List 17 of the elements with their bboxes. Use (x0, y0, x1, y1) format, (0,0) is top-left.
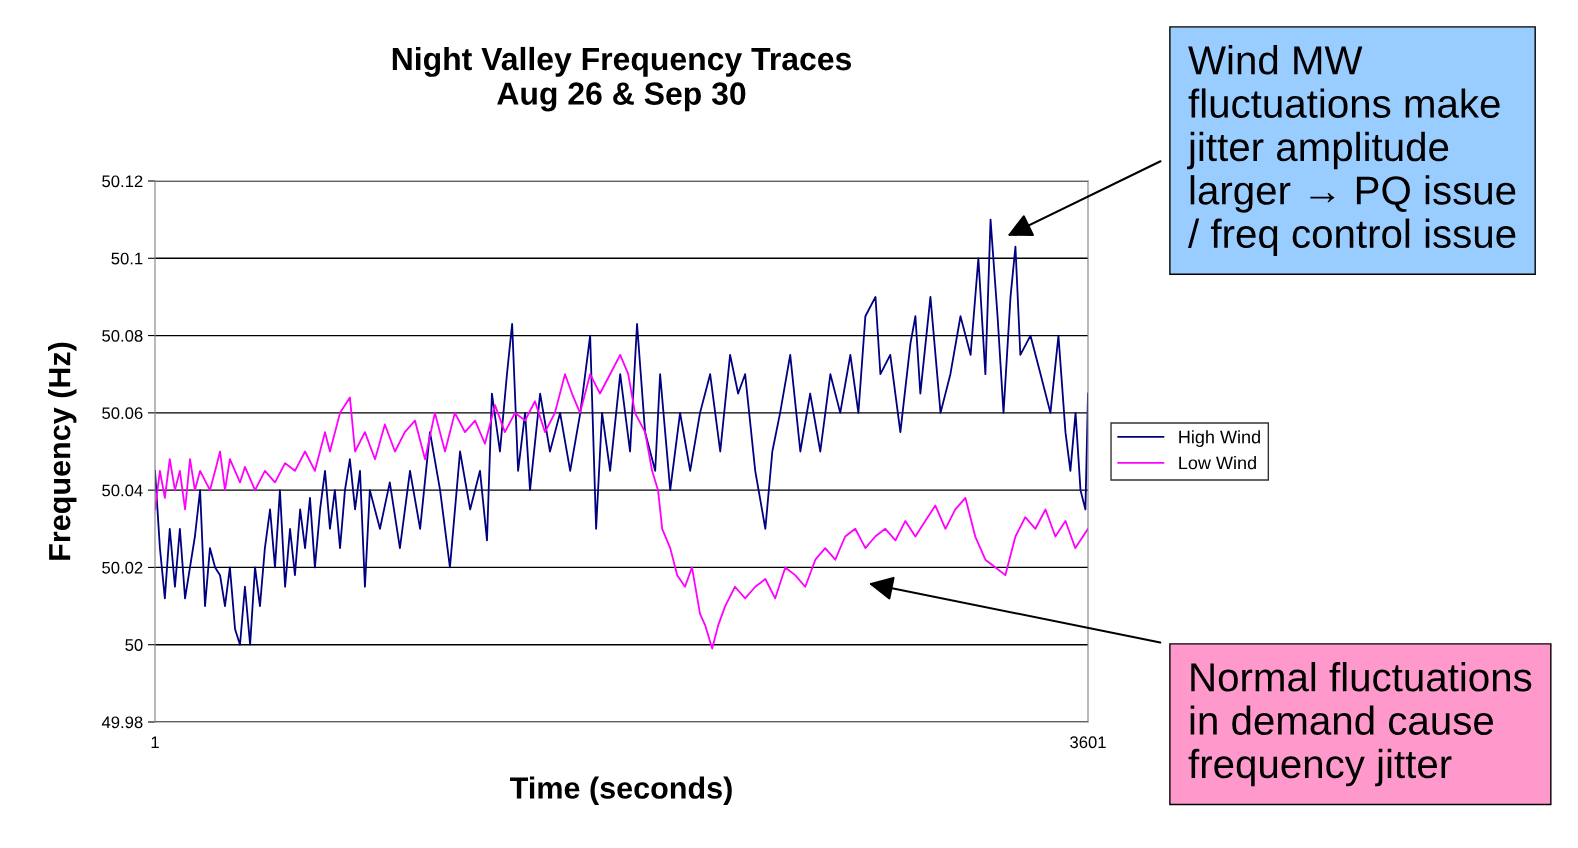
y-axis-title: Frequency (Hz) (48, 342, 77, 560)
x-axis-title: Time (seconds) (510, 776, 732, 805)
y-tick-label: 50.02 (102, 561, 143, 574)
x-tick-label: 3601 (1070, 736, 1106, 749)
y-tick-label: 50.08 (102, 329, 143, 342)
x-tick-label: 1 (151, 736, 159, 748)
legend-label: High Wind (1179, 430, 1260, 447)
chart-title: Night Valley Frequency Traces Aug 26 & Sep 30 (392, 46, 852, 112)
y-tick-label: 50.12 (102, 175, 143, 188)
y-tick-label: 49.98 (101, 716, 143, 729)
text: Normal fluctuations in demand cause frequency jitter (1188, 662, 1532, 787)
y-tick-label: 50 (125, 639, 143, 651)
legend-label: Low Wind (1179, 456, 1256, 470)
text: Wind MW fluctuations make jitter amplitude larger → PQ issue / freq control issue (1187, 45, 1516, 257)
y-tick-label: 50.04 (102, 484, 143, 497)
y-tick-label: 50.1 (111, 252, 143, 265)
y-tick-label: 50.06 (102, 407, 143, 420)
